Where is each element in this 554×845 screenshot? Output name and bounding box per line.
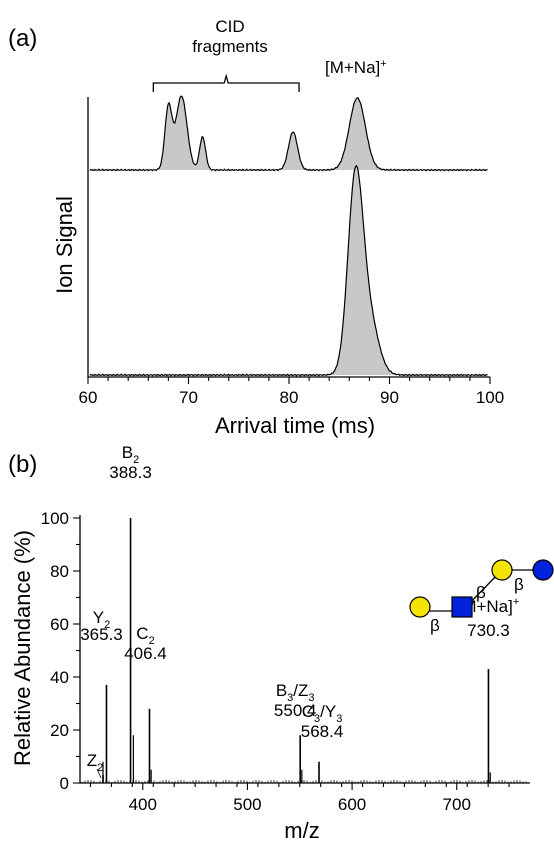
- panel-b-x-axis-title: m/z: [284, 818, 319, 843]
- cid-bracket: [152, 73, 300, 92]
- cid-label: CID: [215, 17, 244, 36]
- trace-line-upper: [89, 95, 488, 172]
- panel-a-axes: [87, 97, 490, 378]
- panel-b-x-tick-label: 500: [233, 795, 261, 814]
- panel-b-x-tick-label: 700: [443, 795, 471, 814]
- z2-leader: [96, 768, 102, 779]
- fragments-label: fragments: [192, 37, 268, 56]
- panel-a-x-tick-label: 90: [380, 388, 399, 407]
- panel-a-x-axis-title: Arrival time (ms): [215, 413, 375, 438]
- panel-b-x-tick-label: 600: [338, 795, 366, 814]
- spectrum-peaks: [81, 518, 527, 783]
- peak-mz-label: 730.3: [467, 621, 510, 640]
- panel-label-b: (b): [8, 451, 37, 478]
- trace-line-lower: [89, 164, 488, 377]
- panel-a-y-axis-title: Ion Signal: [52, 196, 77, 294]
- galactose-symbol: [409, 596, 431, 618]
- trace-fill-upper: [90, 96, 488, 171]
- peak-mz-label: 568.4: [301, 722, 344, 741]
- arrival-time-panel: 60 70 80 90 100 Arrival time (ms) Ion Signal…: [52, 17, 504, 438]
- cid-fragments-annotation: CID fragments: [152, 17, 300, 92]
- beta-label-2: β: [476, 583, 486, 602]
- trace-fill-lower: [90, 165, 488, 376]
- peak-mz-label: 388.3: [109, 463, 152, 482]
- panel-b-x-tick-label: 400: [129, 795, 157, 814]
- beta-label-1: β: [430, 616, 440, 635]
- peak-mz-label: 406.4: [124, 644, 167, 663]
- glucose-symbol: [532, 559, 554, 581]
- panel-a-x-tick-label: 100: [476, 388, 504, 407]
- panel-b-ticks: 0 20 40 60 80 100 400 500 600 700: [41, 509, 510, 814]
- peak-ion-label: C2: [136, 624, 154, 647]
- peak-ion-label: Y2: [93, 608, 110, 631]
- beta-label-3: β: [514, 575, 524, 594]
- panel-b-y-tick-label: 20: [50, 721, 69, 740]
- panel-label-a: (a): [8, 25, 37, 52]
- peak-mz-label: 550.4: [274, 701, 317, 720]
- glycan-structure: β β β: [409, 559, 554, 635]
- arrival-time-traces: [89, 95, 488, 377]
- panel-a-x-tick-label: 60: [79, 388, 98, 407]
- peak-ion-label: B2: [122, 443, 139, 466]
- panel-b-y-tick-label: 0: [60, 774, 69, 793]
- panel-b-y-tick-label: 100: [41, 509, 69, 528]
- panel-a-x-tick-label: 70: [179, 388, 198, 407]
- panel-b-y-tick-label: 40: [50, 668, 69, 687]
- panel-a-x-tick-label: 80: [280, 388, 299, 407]
- panel-b-y-tick-label: 80: [50, 562, 69, 581]
- galactose-symbol-2: [491, 559, 513, 581]
- peak-mz-label: 365.3: [80, 625, 123, 644]
- peak-label-z2: Z2: [87, 751, 104, 774]
- peak-ion-label: B3/Z3: [276, 681, 315, 704]
- panel-b-y-axis-title: Relative Abundance (%): [10, 530, 35, 766]
- precursor-label-a: [M+Na]+: [325, 58, 387, 77]
- panel-a-x-ticks: 60 70 80 90 100: [79, 377, 504, 407]
- glcnac-symbol: [451, 596, 473, 618]
- panel-b-y-tick-label: 60: [50, 615, 69, 634]
- peak-ion-label: C3/Y3: [302, 702, 343, 725]
